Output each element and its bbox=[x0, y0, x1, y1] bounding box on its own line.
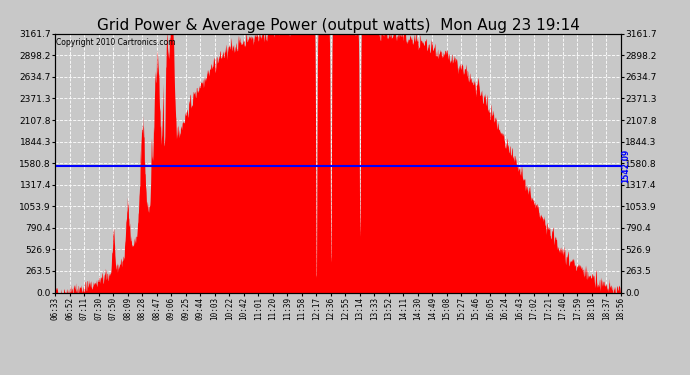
Title: Grid Power & Average Power (output watts)  Mon Aug 23 19:14: Grid Power & Average Power (output watts… bbox=[97, 18, 580, 33]
Text: 1542.09: 1542.09 bbox=[621, 149, 630, 183]
Text: Copyright 2010 Cartronics.com: Copyright 2010 Cartronics.com bbox=[57, 38, 176, 46]
